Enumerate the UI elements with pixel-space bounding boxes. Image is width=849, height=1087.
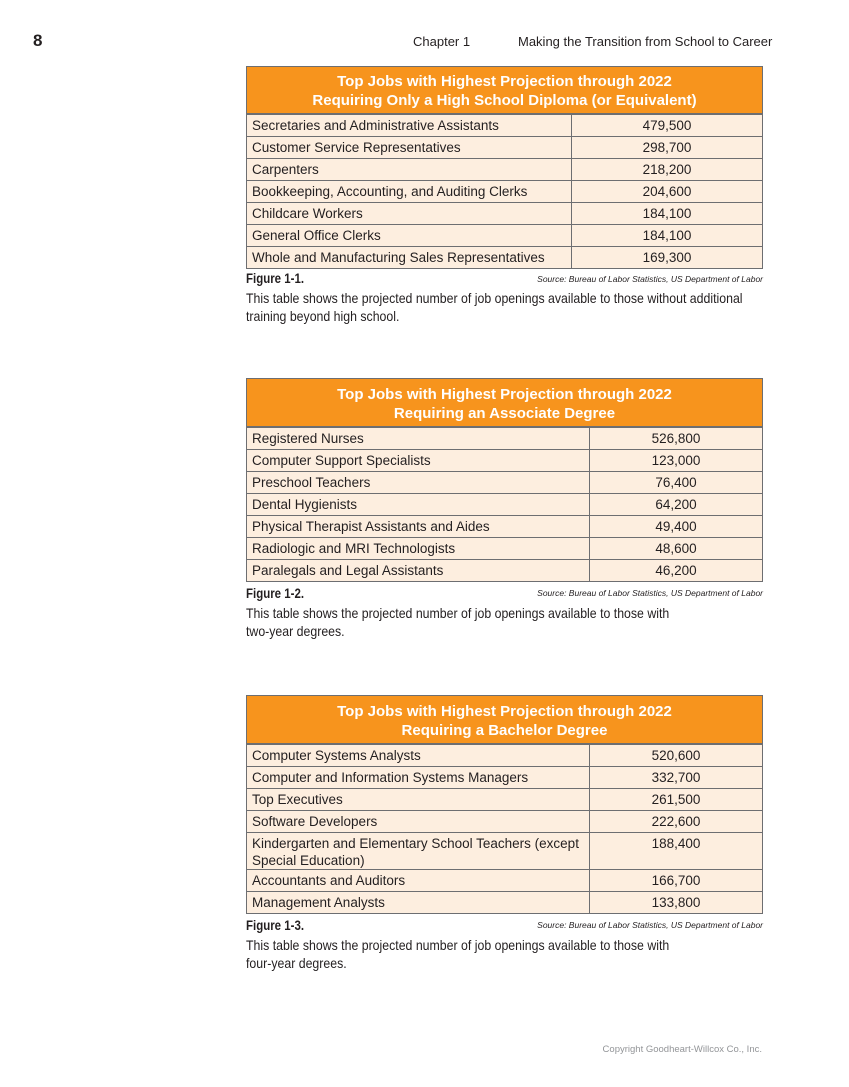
figure-caption: This table shows the projected number of… [246,289,756,325]
job-title-cell: Whole and Manufacturing Sales Representa… [247,247,572,268]
table-row: Computer and Information Systems Manager… [247,766,762,788]
caption-line: This table shows the projected number of… [246,937,670,953]
table-row: General Office Clerks 184,100 [247,224,762,246]
job-title-cell: Computer and Information Systems Manager… [247,767,590,788]
job-title-cell: Secretaries and Administrative Assistant… [247,115,572,136]
table-row: Dental Hygienists 64,200 [247,493,762,515]
openings-cell: 184,100 [642,206,692,221]
openings-cell: 479,500 [642,118,692,133]
job-title-cell: Physical Therapist Assistants and Aides [247,516,590,537]
job-title-cell: Computer Systems Analysts [247,745,590,766]
table-title-line1: Top Jobs with Highest Projection through… [337,73,672,90]
job-title-cell: Customer Service Representatives [247,137,572,158]
figure-label: Figure 1-3. [246,918,305,933]
openings-cell: 48,600 [655,541,697,556]
job-title-cell: Software Developers [247,811,590,832]
page-number: 8 [33,31,43,50]
table-row: Physical Therapist Assistants and Aides … [247,515,762,537]
caption-line: training beyond high school. [246,308,400,324]
openings-cell: 204,600 [642,184,692,199]
table-row: Accountants and Auditors 166,700 [247,869,762,891]
figure-source: Source: Bureau of Labor Statistics, US D… [537,274,763,284]
caption-line: four-year degrees. [246,955,347,971]
table-row: Customer Service Representatives 298,700 [247,136,762,158]
openings-cell: 332,700 [651,770,701,785]
table-title-line1: Top Jobs with Highest Projection through… [337,703,672,720]
openings-cell: 64,200 [655,497,697,512]
chapter-label: Chapter 1 [413,34,471,49]
table-title-line2: Requiring a Bachelor Degree [401,722,608,739]
openings-cell: 188,400 [651,836,701,851]
openings-cell: 76,400 [655,475,697,490]
figure-caption: This table shows the projected number of… [246,604,756,640]
job-title-cell: Kindergarten and Elementary School Teach… [247,833,590,869]
caption-line: two-year degrees. [246,623,345,639]
figure-label: Figure 1-1. [246,271,305,286]
job-title-cell: General Office Clerks [247,225,572,246]
table-row: Bookkeeping, Accounting, and Auditing Cl… [247,180,762,202]
jobs-table: Top Jobs with Highest Projection through… [246,695,763,914]
figure-source: Source: Bureau of Labor Statistics, US D… [537,588,763,598]
table-row: Computer Support Specialists 123,000 [247,449,762,471]
openings-cell: 218,200 [642,162,692,177]
jobs-table: Top Jobs with Highest Projection through… [246,66,763,269]
table-row: Secretaries and Administrative Assistant… [247,114,762,136]
job-title-cell: Management Analysts [247,892,590,913]
copyright: Copyright Goodheart-Willcox Co., Inc. [602,1044,762,1055]
running-title: Making the Transition from School to Car… [518,34,773,49]
job-title-cell: Carpenters [247,159,572,180]
openings-cell: 298,700 [642,140,692,155]
job-title-cell: Computer Support Specialists [247,450,590,471]
figure-label: Figure 1-2. [246,586,305,601]
table-row: Software Developers 222,600 [247,810,762,832]
job-title-cell: Paralegals and Legal Assistants [247,560,590,581]
job-title-cell: Bookkeeping, Accounting, and Auditing Cl… [247,181,572,202]
table-row: Registered Nurses 526,800 [247,427,762,449]
table-row: Carpenters 218,200 [247,158,762,180]
openings-cell: 526,800 [651,431,701,446]
job-title-cell: Registered Nurses [247,428,590,449]
table-header: Top Jobs with Highest Projection through… [247,379,762,427]
openings-cell: 166,700 [651,873,701,888]
openings-cell: 123,000 [651,453,701,468]
table-row: Paralegals and Legal Assistants 46,200 [247,559,762,581]
table-row: Preschool Teachers 76,400 [247,471,762,493]
caption-line: This table shows the projected number of… [246,290,743,306]
table-title-line1: Top Jobs with Highest Projection through… [337,386,672,403]
openings-cell: 184,100 [642,228,692,243]
table-row: Management Analysts 133,800 [247,891,762,913]
table-row: Kindergarten and Elementary School Teach… [247,832,762,869]
openings-cell: 46,200 [655,563,697,578]
openings-cell: 169,300 [642,250,692,265]
openings-cell: 261,500 [651,792,701,807]
job-title-cell: Top Executives [247,789,590,810]
caption-line: This table shows the projected number of… [246,605,670,621]
openings-cell: 222,600 [651,814,701,829]
table-row: Radiologic and MRI Technologists 48,600 [247,537,762,559]
job-title-cell: Childcare Workers [247,203,572,224]
table-row: Whole and Manufacturing Sales Representa… [247,246,762,268]
table-title-line2: Requiring Only a High School Diploma (or… [312,92,697,109]
table-row: Childcare Workers 184,100 [247,202,762,224]
table-title-line2: Requiring an Associate Degree [393,405,616,422]
figure-source: Source: Bureau of Labor Statistics, US D… [537,920,763,930]
job-title-cell: Radiologic and MRI Technologists [247,538,590,559]
openings-cell: 520,600 [651,748,701,763]
table-header: Top Jobs with Highest Projection through… [247,67,762,114]
job-title-cell: Dental Hygienists [247,494,590,515]
openings-cell: 133,800 [651,895,701,910]
figure-caption: This table shows the projected number of… [246,936,756,972]
table-row: Top Executives 261,500 [247,788,762,810]
table-row: Computer Systems Analysts 520,600 [247,744,762,766]
table-header: Top Jobs with Highest Projection through… [247,696,762,744]
job-title-cell: Accountants and Auditors [247,870,590,891]
jobs-table: Top Jobs with Highest Projection through… [246,378,763,582]
job-title-cell: Preschool Teachers [247,472,590,493]
openings-cell: 49,400 [655,519,697,534]
